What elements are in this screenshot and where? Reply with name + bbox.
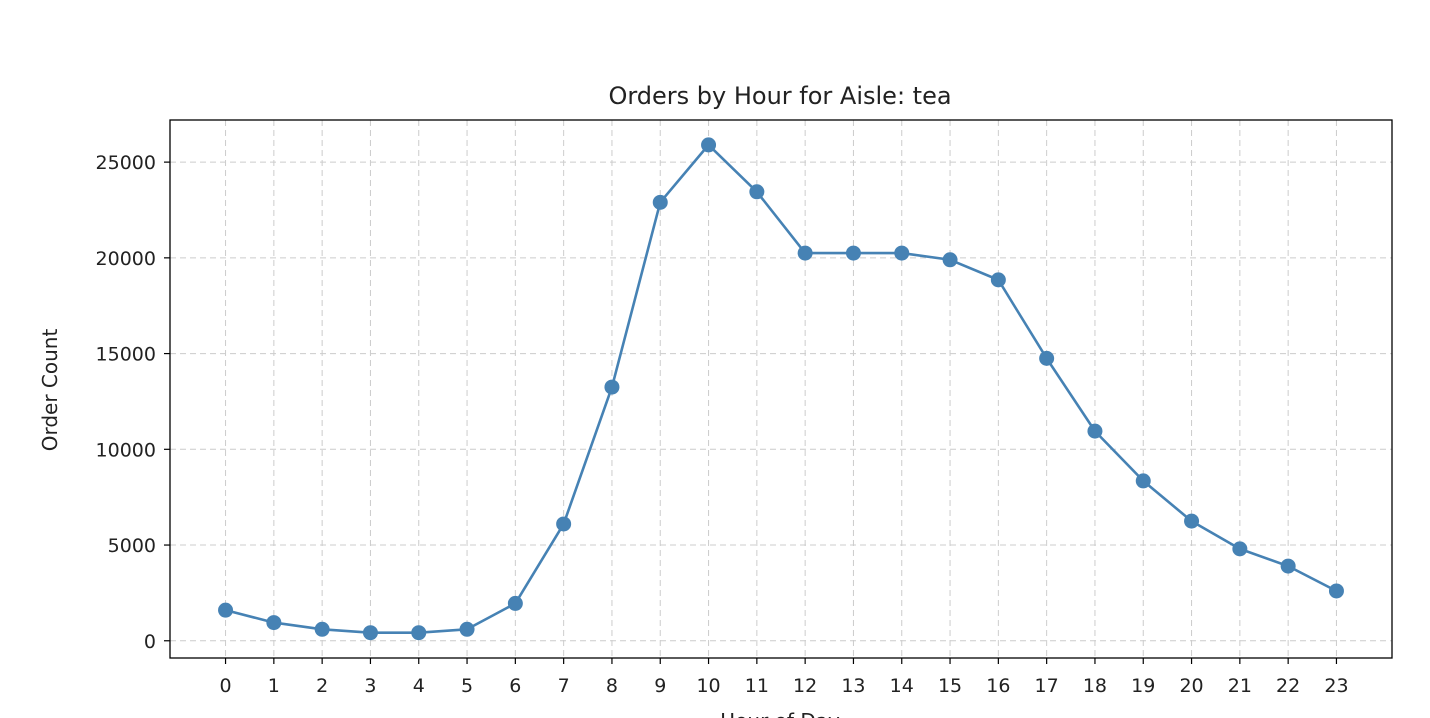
data-point (1232, 541, 1248, 557)
data-point (1328, 583, 1344, 599)
y-axis-label: Order Count (38, 329, 62, 452)
chart-title: Orders by Hour for Aisle: tea (608, 82, 951, 110)
data-point (942, 252, 958, 268)
data-point (459, 621, 475, 637)
x-tick-label: 7 (558, 675, 570, 697)
series-layer (218, 137, 1344, 641)
x-tick-label: 3 (364, 675, 376, 697)
x-tick-label: 18 (1083, 675, 1107, 697)
data-point (749, 184, 765, 200)
x-tick-label: 22 (1276, 675, 1300, 697)
data-point (507, 595, 523, 611)
x-axis-label: Hour of Day (720, 709, 840, 718)
data-point (894, 245, 910, 261)
data-point (845, 245, 861, 261)
y-tick-label: 15000 (96, 344, 156, 366)
data-point (218, 602, 234, 618)
y-tick-label: 10000 (96, 439, 156, 461)
y-tick-label: 0 (144, 631, 156, 653)
x-tick-label: 4 (413, 675, 425, 697)
y-tick-label: 25000 (96, 152, 156, 174)
x-tick-label: 12 (793, 675, 817, 697)
x-tick-label: 19 (1131, 675, 1155, 697)
data-point (990, 272, 1006, 288)
data-point (1039, 350, 1055, 366)
y-tick-label: 20000 (96, 248, 156, 270)
data-point (266, 615, 282, 631)
data-point (314, 621, 330, 637)
data-point (797, 245, 813, 261)
plot-frame (169, 119, 1393, 659)
x-tick-label: 9 (654, 675, 666, 697)
y-axis: 0 5000 10000 15000 20000 25000 (96, 152, 170, 653)
x-tick-label: 23 (1324, 675, 1348, 697)
x-tick-label: 8 (606, 675, 618, 697)
y-tick-label: 5000 (108, 535, 156, 557)
x-tick-label: 13 (841, 675, 865, 697)
x-tick-label: 5 (461, 675, 473, 697)
x-tick-label: 2 (316, 675, 328, 697)
x-tick-label: 1 (268, 675, 280, 697)
series-line (225, 143, 1338, 635)
x-tick-label: 6 (509, 675, 521, 697)
x-tick-label: 10 (696, 675, 720, 697)
x-tick-label: 0 (219, 675, 231, 697)
x-tick-label: 21 (1228, 675, 1252, 697)
data-point (1135, 473, 1151, 489)
data-point (1184, 513, 1200, 529)
x-tick-label: 17 (1035, 675, 1059, 697)
x-tick-label: 16 (986, 675, 1010, 697)
data-point (411, 625, 427, 641)
data-point (604, 379, 620, 395)
x-tick-label: 11 (745, 675, 769, 697)
data-point (652, 194, 668, 210)
data-point (556, 516, 572, 532)
data-point (1087, 423, 1103, 439)
x-axis: 0 1 2 3 4 5 6 7 8 9 10 11 12 13 14 15 16 17 18 19 20 21 22 23 (219, 658, 1349, 697)
grid (170, 120, 1392, 658)
x-tick-label: 15 (938, 675, 962, 697)
x-tick-label: 20 (1179, 675, 1203, 697)
data-point (701, 137, 717, 153)
x-tick-label: 14 (890, 675, 914, 697)
data-point (362, 625, 378, 641)
data-point (1280, 558, 1296, 574)
